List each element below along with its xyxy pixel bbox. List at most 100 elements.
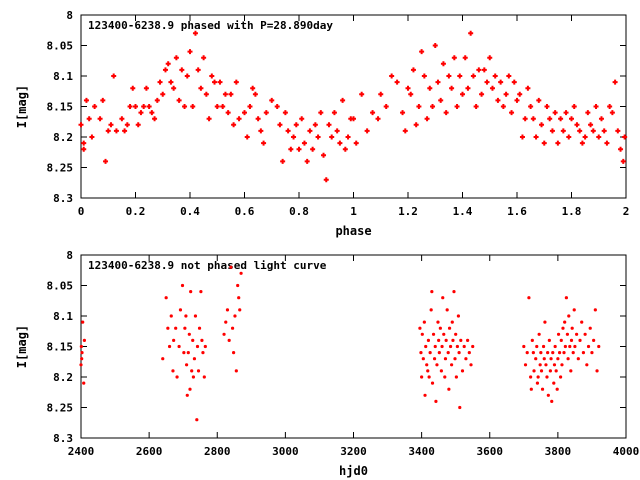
- data-point: [426, 369, 430, 373]
- y-tick-label: 8.2: [53, 131, 73, 144]
- data-point: [250, 85, 256, 91]
- data-point: [604, 140, 610, 146]
- data-point: [555, 387, 559, 391]
- data-point: [191, 375, 196, 379]
- data-point: [416, 104, 422, 109]
- x-tick-label: 0.8: [289, 205, 309, 218]
- data-point: [79, 344, 83, 349]
- data-point: [166, 326, 170, 330]
- data-point: [562, 351, 566, 355]
- data-point: [263, 110, 269, 116]
- data-point: [596, 134, 602, 140]
- data-point: [353, 140, 359, 146]
- y-tick-label: 8.15: [47, 341, 74, 354]
- data-point: [523, 363, 528, 367]
- data-point: [533, 134, 539, 140]
- data-point: [179, 67, 185, 73]
- data-point: [612, 79, 618, 85]
- data-point: [233, 79, 239, 85]
- data-point: [212, 79, 218, 85]
- data-point: [186, 351, 190, 355]
- data-point: [552, 110, 558, 116]
- data-point: [174, 326, 178, 330]
- data-point: [550, 399, 554, 403]
- data-point: [586, 344, 591, 349]
- data-point: [542, 357, 546, 361]
- data-point: [280, 158, 286, 164]
- data-point: [539, 122, 545, 128]
- data-point: [435, 79, 441, 85]
- x-tick-label: 0.4: [180, 205, 200, 218]
- data-point: [422, 320, 426, 324]
- data-point: [556, 332, 561, 336]
- data-point: [86, 116, 92, 122]
- data-point: [92, 104, 98, 109]
- data-point: [405, 85, 411, 91]
- data-point: [187, 49, 193, 55]
- data-point: [546, 351, 550, 355]
- y-tick-label: 8.25: [47, 162, 74, 175]
- data-point: [580, 320, 584, 324]
- data-point: [413, 122, 419, 128]
- data-point: [430, 381, 435, 385]
- data-point: [452, 290, 456, 294]
- data-point: [551, 351, 555, 355]
- x-tick-label: 0.2: [126, 205, 146, 218]
- data-point: [609, 110, 615, 116]
- data-point: [535, 344, 539, 349]
- data-point: [529, 375, 533, 379]
- data-point: [527, 296, 531, 300]
- data-point: [503, 91, 509, 97]
- data-point: [187, 332, 191, 336]
- data-point: [615, 128, 621, 134]
- data-point: [224, 320, 228, 324]
- data-points: [79, 265, 601, 422]
- x-tick-label: 3000: [272, 445, 299, 458]
- data-point: [525, 85, 531, 91]
- data-point: [441, 296, 445, 300]
- y-tick-label: 8.3: [53, 432, 73, 445]
- data-point: [460, 369, 465, 373]
- data-point: [559, 338, 563, 342]
- data-point: [191, 338, 195, 342]
- data-point: [421, 357, 425, 361]
- data-point: [543, 320, 547, 324]
- x-tick-label: 1.8: [562, 205, 582, 218]
- data-point: [138, 110, 144, 116]
- plot-frame: [80, 14, 627, 199]
- y-tick-label: 8.3: [53, 192, 73, 205]
- data-point: [531, 351, 535, 355]
- data-point: [500, 104, 506, 109]
- data-point: [572, 308, 576, 312]
- data-point: [232, 351, 236, 355]
- x-tick-label: 1.4: [453, 205, 473, 218]
- data-point: [607, 104, 613, 109]
- data-point: [425, 363, 429, 367]
- data-point: [437, 351, 441, 355]
- x-tick-label: 2600: [136, 445, 163, 458]
- data-point: [351, 116, 356, 122]
- data-point: [100, 97, 106, 103]
- data-point: [525, 351, 529, 355]
- data-point: [359, 91, 365, 97]
- data-point: [454, 375, 458, 379]
- data-point: [195, 67, 201, 73]
- data-point: [236, 283, 240, 288]
- data-point: [532, 369, 536, 373]
- data-point: [209, 73, 215, 79]
- data-point: [492, 73, 498, 79]
- data-point: [469, 363, 473, 367]
- data-point: [97, 116, 103, 122]
- data-point: [618, 146, 624, 152]
- data-point: [546, 393, 550, 397]
- data-point: [304, 158, 310, 164]
- data-point: [310, 146, 316, 152]
- data-point: [78, 122, 84, 128]
- data-point: [195, 344, 200, 349]
- y-axis-label: I[mag]: [15, 85, 29, 128]
- data-point: [143, 85, 149, 91]
- data-point: [444, 338, 448, 342]
- data-point: [236, 116, 242, 122]
- data-point: [375, 116, 381, 122]
- data-point: [274, 104, 280, 109]
